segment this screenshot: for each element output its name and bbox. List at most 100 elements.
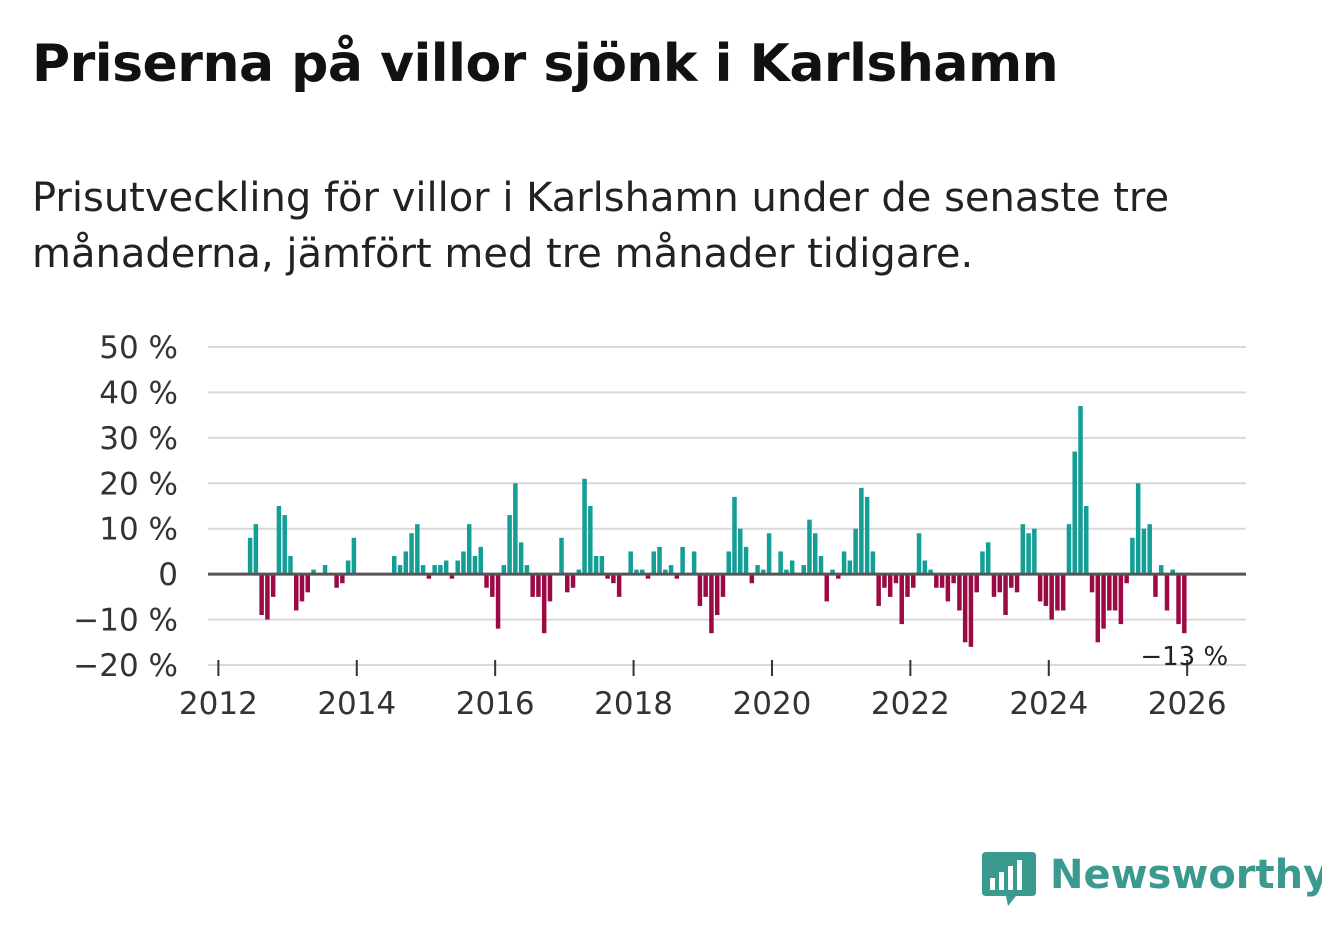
bar: [668, 565, 674, 575]
bar: [605, 574, 610, 579]
bar: [749, 574, 755, 584]
bar: [351, 537, 357, 575]
bar: [1049, 574, 1054, 620]
bar: [490, 574, 495, 597]
bar: [876, 574, 881, 606]
bar: [484, 574, 489, 588]
bar: [893, 574, 899, 584]
bar: [784, 569, 789, 575]
bar: [478, 546, 484, 575]
bar: [1107, 574, 1112, 611]
bar: [1130, 537, 1135, 575]
y-tick-label: 0: [158, 557, 178, 593]
bar: [945, 574, 951, 602]
bar: [738, 528, 743, 575]
bar: [426, 574, 432, 579]
bar: [611, 574, 616, 584]
y-tick-label: −10 %: [73, 603, 178, 639]
bar: [1135, 483, 1141, 575]
bar: [726, 551, 731, 575]
bar: [403, 551, 409, 575]
bar: [732, 496, 737, 575]
bar: [957, 574, 962, 611]
chart-subtitle: Prisutveckling för villor i Karlshamn un…: [32, 175, 1170, 277]
bar: [743, 546, 749, 575]
bar: [703, 574, 708, 597]
bar: [472, 555, 478, 575]
bar: [547, 574, 553, 602]
bar: [974, 574, 979, 593]
bar-chart: 50 % 40 % 30 % 20 % 10 % 0 −10 % −20 % 2012 2014…: [73, 330, 1246, 722]
bar: [311, 569, 316, 575]
bar: [530, 574, 535, 597]
bar: [507, 515, 512, 575]
bar: [518, 542, 524, 575]
bar: [697, 574, 703, 606]
bar: [599, 555, 605, 575]
bar: [720, 574, 726, 597]
gridlines: [208, 346, 1246, 666]
bar: [288, 555, 293, 575]
bar: [397, 565, 403, 575]
bar: [807, 519, 812, 575]
bar: [1089, 574, 1095, 593]
bar: [766, 533, 772, 575]
bar: [1118, 574, 1124, 625]
y-tick-label: 10 %: [99, 512, 178, 548]
bar: [818, 555, 824, 575]
bar: [997, 574, 1003, 593]
x-tick-label: 2024: [1009, 686, 1088, 722]
bar: [887, 574, 893, 597]
bar: [565, 574, 570, 593]
bar: [253, 524, 259, 575]
bar: [1009, 574, 1014, 588]
bar: [559, 537, 564, 575]
bar: [674, 574, 680, 579]
bar: [1170, 569, 1176, 575]
bar: [714, 574, 720, 616]
bar: [299, 574, 305, 602]
bar: [645, 574, 651, 579]
x-tick-label: 2026: [1148, 686, 1227, 722]
bar: [1072, 451, 1077, 575]
bar: [657, 546, 662, 575]
bar: [841, 551, 847, 575]
bar: [985, 542, 991, 575]
bar: [270, 574, 276, 597]
bar: [1066, 524, 1072, 575]
bars: [247, 406, 1187, 647]
bar: [934, 574, 939, 588]
bar: [282, 515, 287, 575]
bar: [951, 574, 956, 584]
bar: [461, 551, 466, 575]
bar: [415, 524, 420, 575]
bar: [761, 569, 766, 575]
bar: [882, 574, 887, 588]
bar: [1147, 524, 1152, 575]
y-tick-label: 20 %: [99, 466, 178, 502]
bar: [680, 546, 685, 575]
y-tick-label: −20 %: [73, 648, 178, 684]
bar: [836, 574, 841, 579]
bar: [409, 533, 414, 575]
bar: [1101, 574, 1106, 629]
bar: [824, 574, 830, 602]
bar: [524, 565, 530, 575]
bar: [501, 565, 507, 575]
bar: [899, 574, 904, 625]
newsworthy-logo-icon: [982, 852, 1036, 906]
x-tick-label: 2020: [733, 686, 812, 722]
y-tick-label: 30 %: [99, 421, 178, 457]
bar: [789, 560, 795, 575]
bar: [588, 506, 593, 575]
bar: [443, 560, 449, 575]
bar: [345, 560, 351, 575]
bar: [864, 496, 870, 575]
bar: [466, 524, 472, 575]
bar: [916, 533, 922, 575]
bar: [905, 574, 910, 597]
bar: [420, 565, 426, 575]
bar: [305, 574, 311, 593]
bar: [980, 551, 985, 575]
bar: [1141, 528, 1147, 575]
